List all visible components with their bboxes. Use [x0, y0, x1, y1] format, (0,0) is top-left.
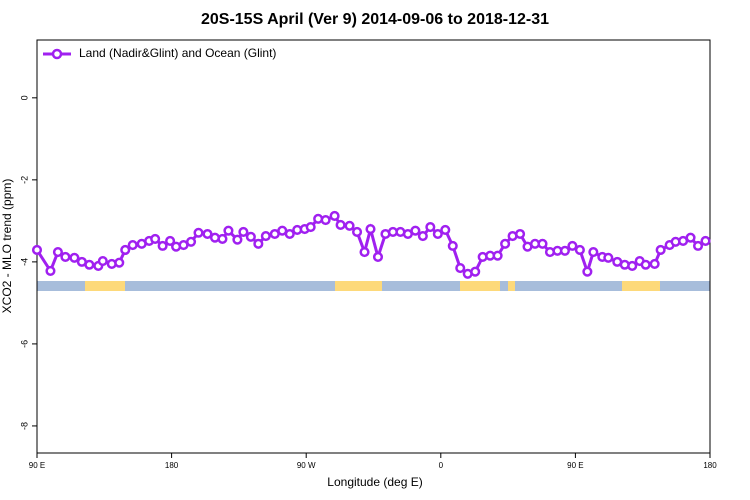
- surface-strip: [37, 281, 710, 291]
- data-point: [232, 234, 243, 245]
- data-point: [410, 225, 421, 236]
- x-tick-label: 180: [165, 461, 179, 470]
- data-point: [685, 232, 696, 243]
- data-point: [329, 210, 340, 221]
- data-point: [344, 220, 355, 231]
- data-point: [120, 244, 131, 256]
- data-point: [582, 266, 593, 277]
- data-point: [640, 259, 651, 270]
- data-point: [440, 224, 451, 235]
- data-point: [700, 235, 711, 247]
- x-axis-label: Longitude (deg E): [327, 475, 422, 489]
- data-point: [335, 219, 346, 231]
- data-point: [217, 233, 228, 244]
- land-strip: [622, 281, 660, 291]
- legend-marker: [51, 48, 63, 60]
- data-point: [432, 228, 443, 240]
- data-point: [425, 221, 436, 233]
- land-strip: [335, 281, 382, 291]
- data-point: [69, 252, 80, 263]
- data-point: [365, 224, 376, 235]
- y-axis-label: XCO2 - MLO trend (ppm): [0, 179, 14, 314]
- data-point: [260, 230, 271, 242]
- data-point: [202, 228, 213, 240]
- data-point: [655, 244, 666, 256]
- data-point: [60, 251, 71, 263]
- data-point: [588, 246, 599, 258]
- data-point: [253, 238, 264, 249]
- data-point: [223, 225, 234, 236]
- data-point: [447, 240, 458, 251]
- data-point: [649, 258, 660, 269]
- data-point: [470, 266, 481, 277]
- data-point: [165, 235, 176, 247]
- data-point: [305, 221, 316, 233]
- y-tick-label: 0: [19, 95, 29, 100]
- x-tick-label: 0: [439, 461, 444, 470]
- x-tick-label: 90 E: [567, 461, 583, 470]
- data-point: [150, 233, 161, 244]
- x-tick-label: 90 E: [29, 461, 45, 470]
- data-point: [193, 227, 204, 238]
- y-tick-label: -8: [19, 422, 29, 430]
- land-strip: [460, 281, 500, 291]
- data-point: [692, 240, 704, 251]
- data-point: [603, 252, 614, 263]
- data-point: [627, 260, 638, 272]
- data-point: [245, 231, 256, 242]
- data-point: [320, 214, 331, 226]
- data-point: [372, 251, 384, 263]
- land-strip: [508, 281, 515, 291]
- data-point: [52, 246, 63, 258]
- data-point: [157, 240, 168, 251]
- data-point: [492, 250, 503, 261]
- data-point: [359, 246, 370, 258]
- data-point: [574, 244, 585, 256]
- data-point: [455, 262, 466, 274]
- data-point: [97, 256, 108, 267]
- data-point: [84, 259, 95, 270]
- chart-title: 20S-15S April (Ver 9) 2014-09-06 to 2018…: [201, 11, 549, 28]
- data-point: [515, 228, 526, 240]
- data-point: [500, 238, 511, 249]
- legend-label: Land (Nadir&Glint) and Ocean (Glint): [79, 46, 276, 60]
- x-tick-label: 90 W: [297, 461, 316, 470]
- data-point: [31, 244, 43, 256]
- data-point: [417, 230, 428, 242]
- x-tick-label: 180: [703, 461, 717, 470]
- data-point: [537, 238, 548, 249]
- y-tick-label: -4: [19, 258, 29, 266]
- data-point: [351, 226, 363, 237]
- data-point: [567, 240, 578, 251]
- y-tick-label: -6: [19, 340, 29, 348]
- data-point: [127, 240, 138, 251]
- data-point: [284, 228, 295, 240]
- y-tick-label: -2: [19, 176, 29, 184]
- data-point: [238, 226, 249, 237]
- land-strip: [85, 281, 125, 291]
- data-point: [185, 236, 197, 247]
- data-point: [114, 257, 125, 268]
- data-point: [45, 265, 56, 276]
- data-point: [559, 245, 570, 256]
